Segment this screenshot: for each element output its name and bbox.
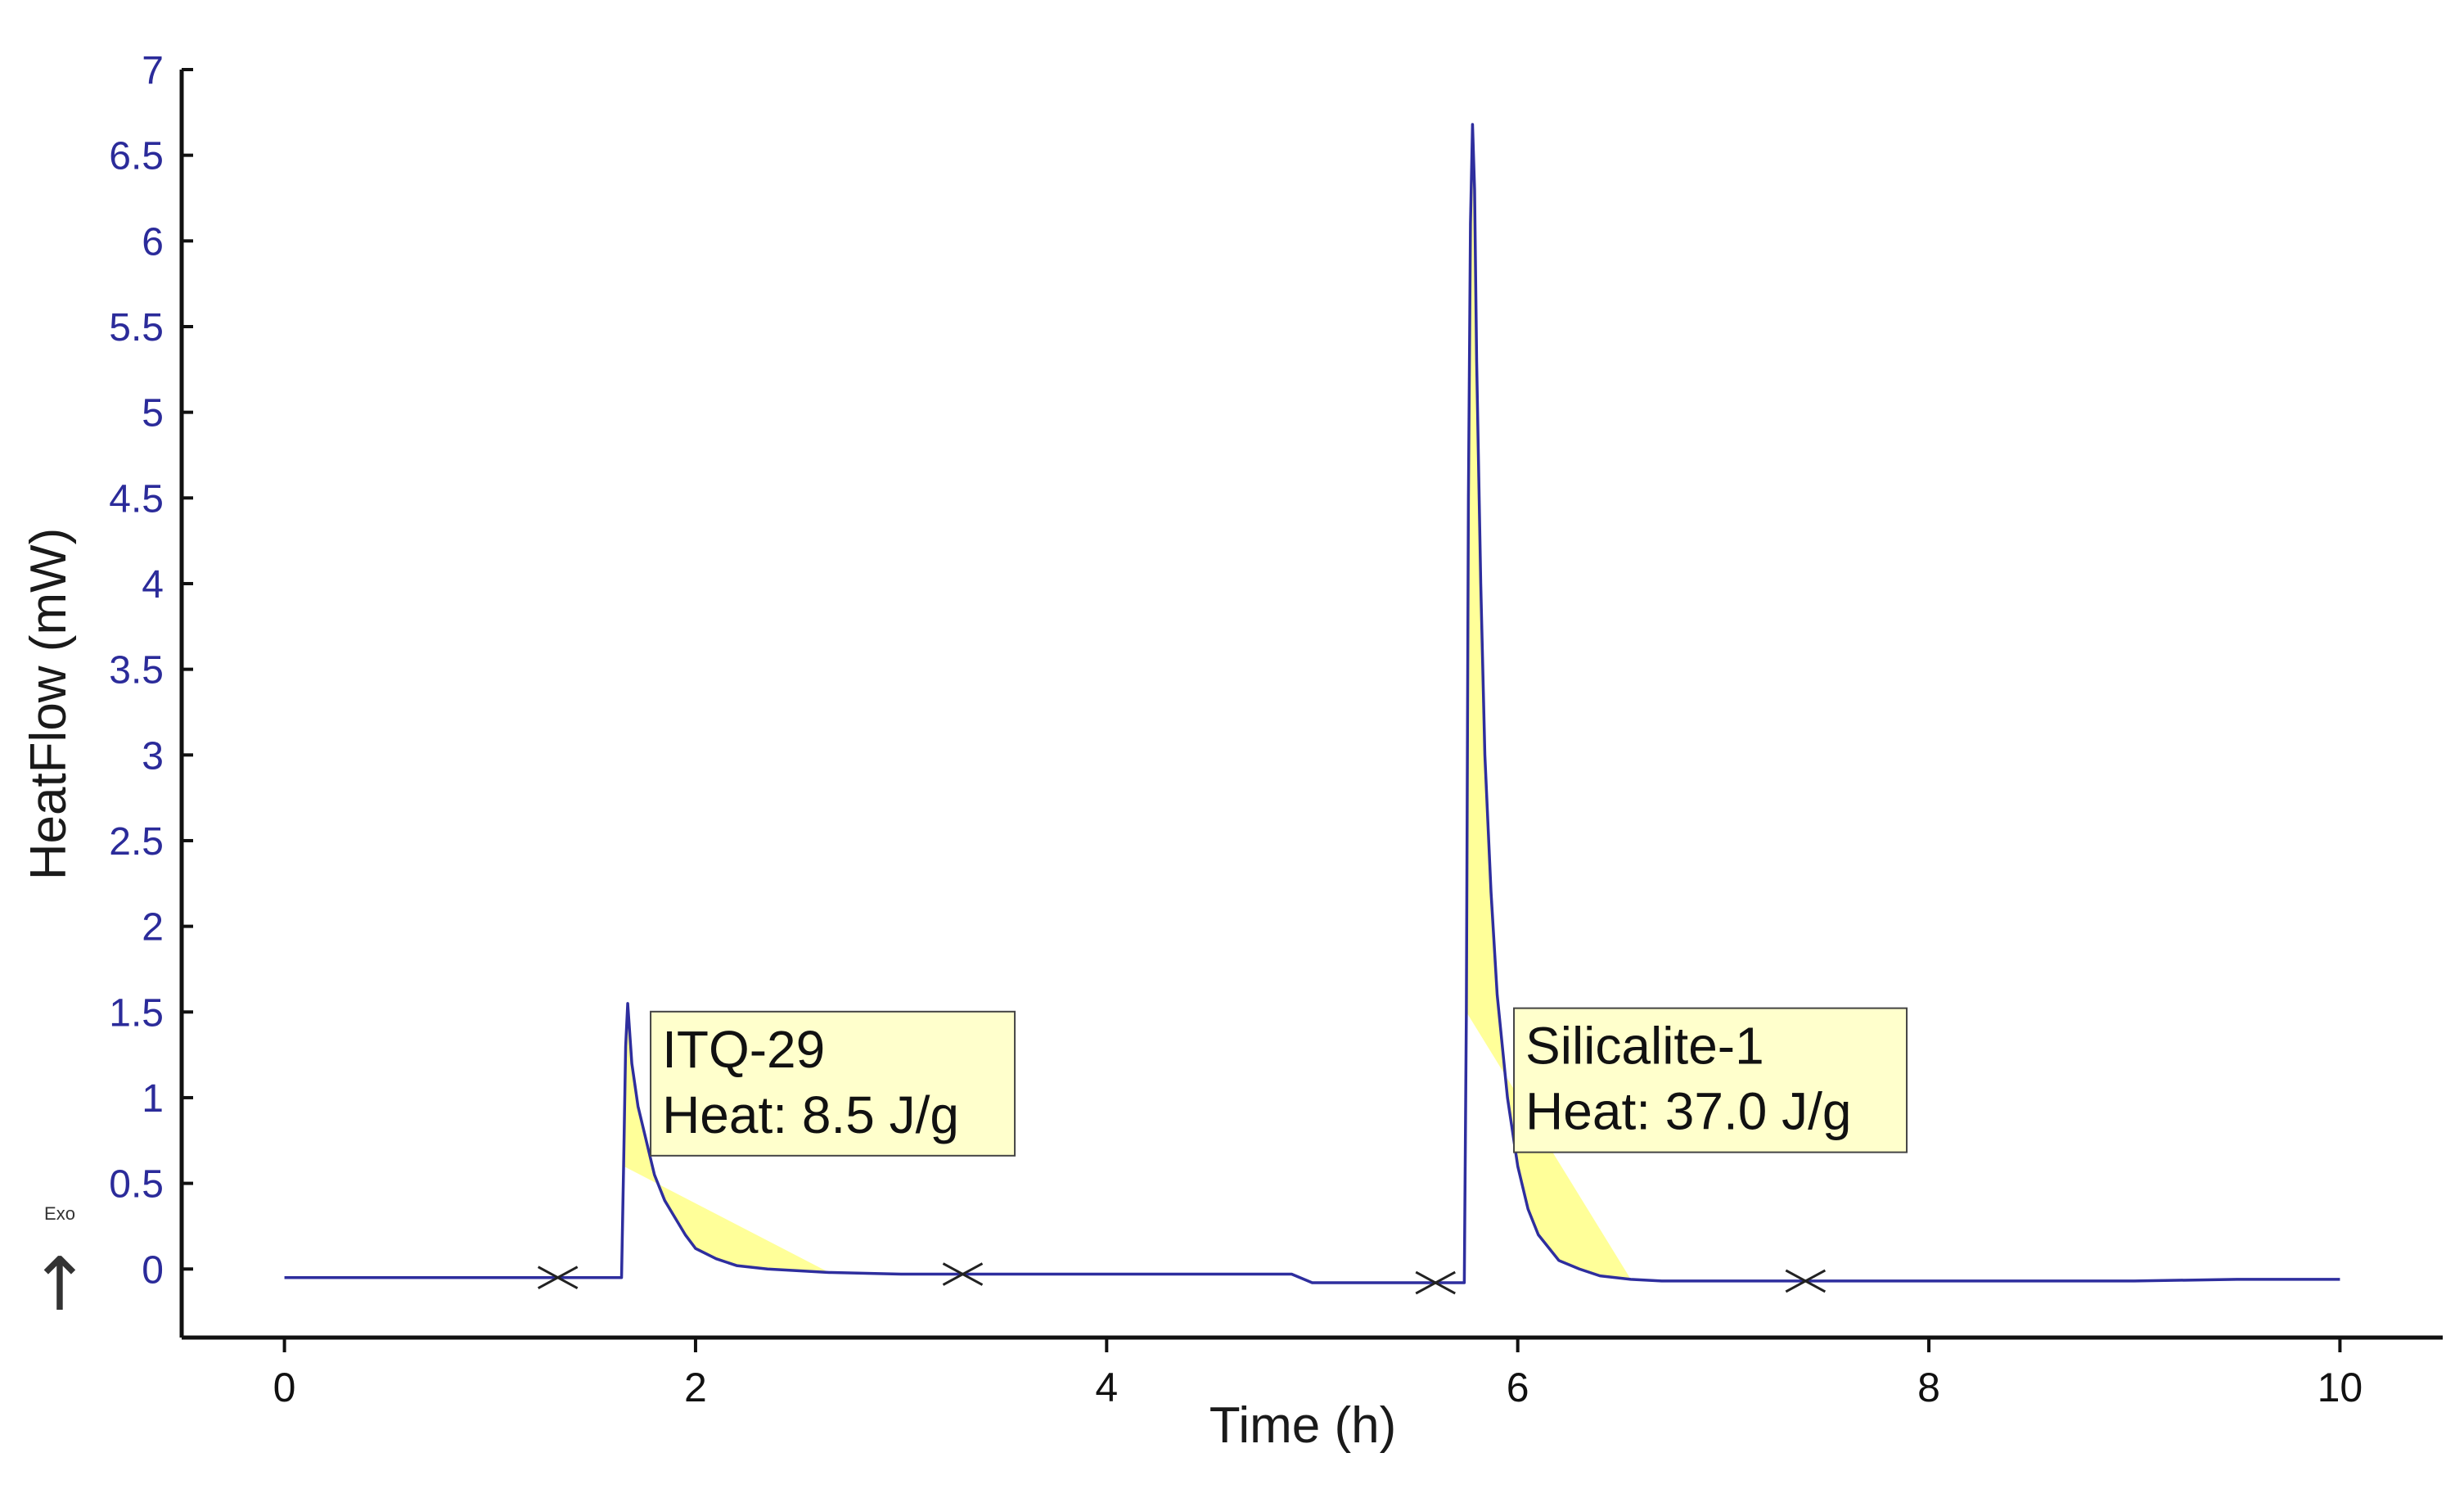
y-tick-label: 1.5 bbox=[109, 991, 164, 1035]
integration-markers bbox=[537, 1262, 1827, 1295]
x-tick-label: 8 bbox=[1917, 1365, 1940, 1410]
heatflow-line bbox=[284, 123, 2340, 1284]
y-tick-label: 7 bbox=[142, 49, 164, 92]
y-tick-label: 2 bbox=[142, 906, 164, 950]
y-tick-label: 6.5 bbox=[109, 135, 164, 178]
y-tick-label: 0.5 bbox=[109, 1163, 164, 1207]
exo-indicator: Exo ↑ bbox=[29, 1203, 90, 1328]
y-tick-label: 5.5 bbox=[109, 306, 164, 350]
y-tick-label: 2.5 bbox=[109, 820, 164, 864]
x-axis-label: Time (h) bbox=[1209, 1397, 1396, 1454]
integration-marker bbox=[942, 1262, 984, 1286]
y-tick-label: 4 bbox=[142, 563, 164, 607]
x-tick-label: 4 bbox=[1095, 1365, 1118, 1410]
exo-label: Exo bbox=[44, 1203, 75, 1224]
integration-marker bbox=[1785, 1269, 1827, 1293]
marker-stroke bbox=[1785, 1269, 1827, 1293]
x-tick-label: 2 bbox=[684, 1365, 707, 1410]
annotations: ITQ-29 Heat: 8.5 J/g Silicalite-1 Heat: 37.… bbox=[650, 1007, 1908, 1157]
y-ticks: 0 0.5 1 1.5 2 2.5 3 3.5 4 4.5 5 5.5 6 6.5 7 bbox=[109, 49, 193, 1292]
y-tick-label: 6 bbox=[142, 220, 164, 264]
y-tick-label: 5 bbox=[142, 392, 164, 435]
peak-annotation: Silicalite-1 Heat: 37.0 J/g bbox=[1513, 1007, 1908, 1153]
y-tick-label: 3 bbox=[142, 734, 164, 778]
y-tick-label: 4.5 bbox=[109, 477, 164, 521]
y-tick-label: 1 bbox=[142, 1077, 164, 1121]
y-tick-label: 0 bbox=[142, 1248, 164, 1292]
marker-stroke bbox=[1415, 1270, 1456, 1295]
marker-stroke bbox=[537, 1266, 579, 1290]
series-group bbox=[284, 123, 2340, 1284]
marker-stroke bbox=[942, 1262, 984, 1286]
annotation-box bbox=[1513, 1007, 1908, 1153]
annotation-sample: Silicalite-1 bbox=[1525, 1017, 1764, 1076]
y-tick-label: 3.5 bbox=[109, 649, 164, 693]
axes bbox=[179, 70, 2443, 1340]
annotation-sample: ITQ-29 bbox=[662, 1020, 825, 1079]
integration-marker bbox=[1415, 1270, 1456, 1295]
x-tick-label: 6 bbox=[1507, 1365, 1529, 1410]
y-axis-label: HeatFlow (mW) bbox=[20, 528, 77, 881]
annotation-box bbox=[650, 1010, 1016, 1157]
x-tick-label: 0 bbox=[273, 1365, 296, 1410]
peak-fills bbox=[624, 124, 1631, 1279]
annotation-heat: Heat: 37.0 J/g bbox=[1525, 1082, 1851, 1141]
peak-annotation: ITQ-29 Heat: 8.5 J/g bbox=[650, 1010, 1016, 1157]
x-tick-label: 10 bbox=[2318, 1365, 2363, 1410]
integration-marker bbox=[537, 1266, 579, 1290]
x-ticks: 0 2 4 6 8 10 bbox=[273, 1338, 2363, 1410]
exo-arrow-icon: ↑ bbox=[29, 1242, 90, 1328]
annotation-heat: Heat: 8.5 J/g bbox=[662, 1085, 959, 1144]
peak-fill-area bbox=[624, 1003, 830, 1273]
